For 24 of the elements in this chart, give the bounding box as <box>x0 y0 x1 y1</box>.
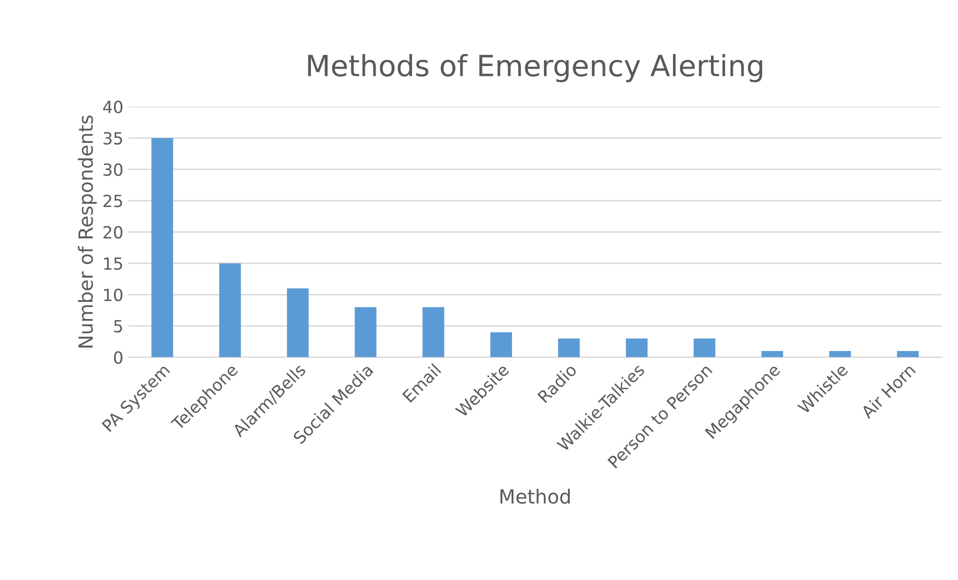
y-axis-title: Number of Respondents <box>78 116 97 348</box>
y-tick-label: 25 <box>104 194 122 208</box>
bar <box>761 351 784 358</box>
y-tick-label: 15 <box>104 258 122 270</box>
y-tick-label: 20 <box>104 226 122 239</box>
y-tick-label: 40 <box>103 100 122 114</box>
y-tick-label: 35 <box>104 132 122 145</box>
y-tick-label: 30 <box>104 163 122 176</box>
y-tick-label: 0 <box>114 351 122 364</box>
bar <box>151 138 174 358</box>
bar <box>694 338 716 358</box>
bar <box>354 307 376 358</box>
x-axis-title: Method <box>500 488 570 504</box>
bar <box>626 338 648 358</box>
bar <box>490 332 512 358</box>
bar <box>829 351 851 358</box>
bar <box>219 263 241 358</box>
bar <box>422 307 444 358</box>
bar <box>286 288 309 358</box>
y-tick-label: 10 <box>104 288 122 302</box>
chart-title: Methods of Emergency Alerting <box>308 54 762 82</box>
bar <box>896 351 919 358</box>
y-tick-label: 5 <box>114 320 122 333</box>
bar <box>558 338 580 358</box>
